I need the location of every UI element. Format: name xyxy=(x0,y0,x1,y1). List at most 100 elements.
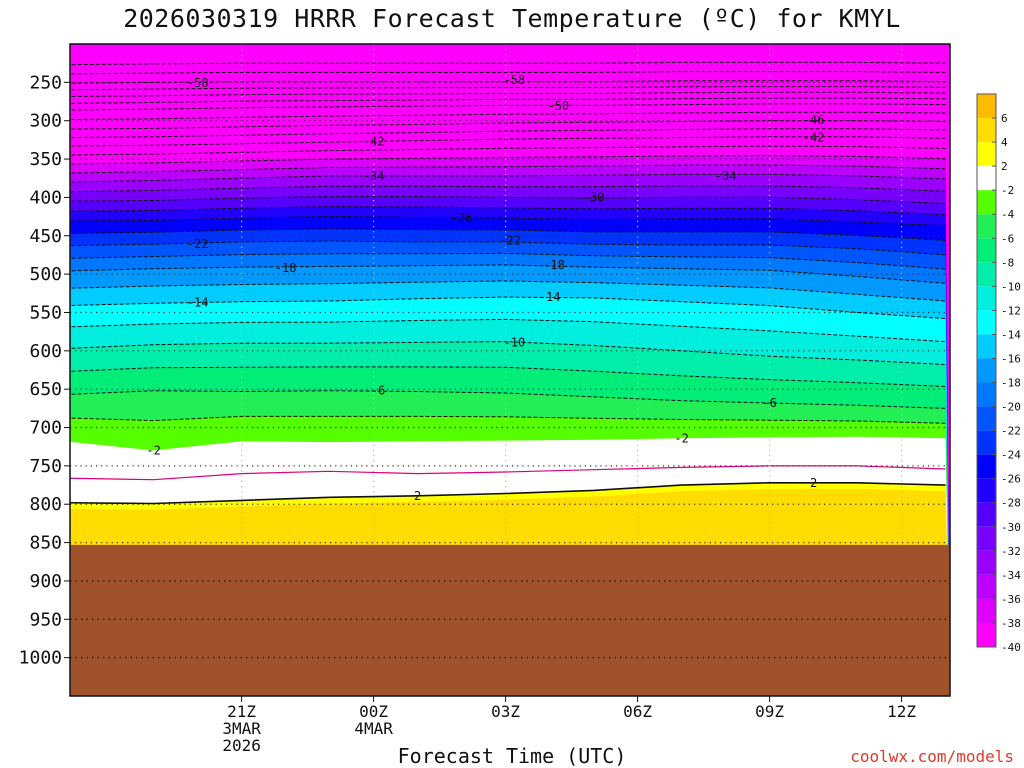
colorbar-cell-17 xyxy=(977,502,996,527)
colorbar-cell-16 xyxy=(977,478,996,503)
isotherm--20 xyxy=(70,252,946,270)
colorbar-cell-15 xyxy=(977,454,996,479)
contour-label-7: -34 xyxy=(715,169,737,183)
colorbar-label-6: -8 xyxy=(1001,256,1014,269)
isotherm--10 xyxy=(70,341,946,366)
plot-frame xyxy=(69,43,951,697)
contour-label-18: -6 xyxy=(762,396,776,410)
colorbar-label-15: -26 xyxy=(1001,473,1021,486)
colorbar-label-5: -6 xyxy=(1001,232,1014,245)
below-ground xyxy=(70,544,950,696)
colorbar-cell-7 xyxy=(977,262,996,287)
colorbar-cell-2 xyxy=(977,142,996,167)
isotherm--44 xyxy=(70,128,946,139)
colorbar-label-19: -34 xyxy=(1001,569,1021,582)
isotherm--54 xyxy=(70,91,946,97)
watermark: coolwx.com/models xyxy=(850,747,1014,766)
colorbar-cell-19 xyxy=(977,550,996,575)
colorbar-cell-13 xyxy=(977,406,996,431)
colorbar-label-1: 4 xyxy=(1001,136,1008,149)
isotherm--52 xyxy=(70,97,946,104)
colorbar-cell-0 xyxy=(977,94,996,119)
isotherm--26 xyxy=(70,216,946,227)
contour-label-3: -46 xyxy=(803,113,825,127)
colorbar-label-12: -20 xyxy=(1001,401,1021,414)
colorbar-label-16: -28 xyxy=(1001,497,1021,510)
contour-label-6: -34 xyxy=(363,169,385,183)
isotherm-2 xyxy=(70,481,946,505)
colorbar-label-13: -22 xyxy=(1001,425,1021,438)
colorbar-cell-21 xyxy=(977,598,996,623)
contour-label-21: 2 xyxy=(414,489,421,503)
colorbar-label-22: -40 xyxy=(1001,641,1021,654)
colorbar-frame xyxy=(976,93,997,648)
xtick-label-14-0: 09Z xyxy=(755,702,784,721)
colorbar-cell-20 xyxy=(977,574,996,599)
ytick-label-850: 850 xyxy=(29,533,62,554)
colorbar-label-4: -4 xyxy=(1001,208,1015,221)
isotherm--12 xyxy=(70,318,946,343)
colorbar-label-3: -2 xyxy=(1001,184,1014,197)
ytick-label-750: 750 xyxy=(29,456,62,477)
isotherm--28 xyxy=(70,206,946,216)
colorbar-label-11: -18 xyxy=(1001,377,1021,390)
colorbar-cell-22 xyxy=(977,622,996,647)
contour-label-16: -10 xyxy=(504,335,526,349)
colorbar-cell-14 xyxy=(977,430,996,455)
isotherm-lines xyxy=(70,61,946,505)
isotherm--62 xyxy=(70,61,946,66)
xtick-label-17-0: 12Z xyxy=(887,702,916,721)
contour-label-5: -42 xyxy=(803,131,825,145)
colorbar-cell-8 xyxy=(977,286,996,311)
xtick-label-2-0: 21Z xyxy=(227,702,256,721)
colorbar: 6 4 2 -2 -4 -6 -8 -10 -12 -14 -16 -18 -20 -22 -24 -26 -2… xyxy=(976,93,1021,654)
isotherm--14 xyxy=(70,296,946,320)
contour-label-10: -22 xyxy=(187,237,209,251)
ytick-label-500: 500 xyxy=(29,264,62,285)
colorbar-cell-6 xyxy=(977,238,996,263)
contour-label-2: -50 xyxy=(548,99,570,113)
colorbar-label-10: -16 xyxy=(1001,352,1021,365)
contour-label-15: -14 xyxy=(539,290,561,304)
ytick-label-700: 700 xyxy=(29,418,62,439)
contour-label-11: -22 xyxy=(499,233,521,247)
isotherm--58 xyxy=(70,80,946,84)
isotherm--60 xyxy=(70,71,946,75)
contour-label-0: -58 xyxy=(187,76,209,90)
isotherm--36 xyxy=(70,164,946,174)
contour-label-14: -14 xyxy=(187,295,209,309)
colorbar-cell-3 xyxy=(977,166,996,191)
colorbar-label-20: -36 xyxy=(1001,593,1021,606)
colorbar-cell-5 xyxy=(977,214,996,239)
contour-label-12: -18 xyxy=(275,261,297,275)
isotherm--48 xyxy=(70,111,946,121)
contour-label-13: -18 xyxy=(543,258,565,272)
ytick-label-600: 600 xyxy=(29,341,62,362)
y-axis-ticks: 250 300 350 400 450 500 550 600 650 700 750 800 850 9… xyxy=(19,72,70,669)
contour-label-1: -58 xyxy=(504,73,526,87)
isotherm--46 xyxy=(70,120,946,130)
xtick-label-2-1: 3MAR xyxy=(222,719,261,738)
colorbar-cell-10 xyxy=(977,334,996,359)
colorbar-label-17: -30 xyxy=(1001,521,1021,534)
contour-label-17: -6 xyxy=(371,384,385,398)
contour-label-8: -30 xyxy=(583,190,605,204)
colorbar-cell-9 xyxy=(977,310,996,335)
ytick-label-400: 400 xyxy=(29,187,62,208)
ytick-label-250: 250 xyxy=(29,72,62,93)
ytick-label-550: 550 xyxy=(29,302,62,323)
xtick-label-11-0: 06Z xyxy=(623,702,652,721)
ytick-label-800: 800 xyxy=(29,494,62,515)
colorbar-cell-1 xyxy=(977,118,996,143)
ytick-label-1000: 1000 xyxy=(19,648,62,669)
isotherm--40 xyxy=(70,145,946,156)
ground-fill xyxy=(70,544,950,696)
chart-title: 2026030319 HRRR Forecast Temperature (ºC… xyxy=(123,4,901,33)
isotherm--42 xyxy=(70,136,946,147)
ytick-label-300: 300 xyxy=(29,111,62,132)
colorbar-label-14: -24 xyxy=(1001,449,1021,462)
isotherm--32 xyxy=(70,185,946,193)
isotherm--16 xyxy=(70,280,946,302)
colorbar-label-9: -14 xyxy=(1001,328,1021,341)
